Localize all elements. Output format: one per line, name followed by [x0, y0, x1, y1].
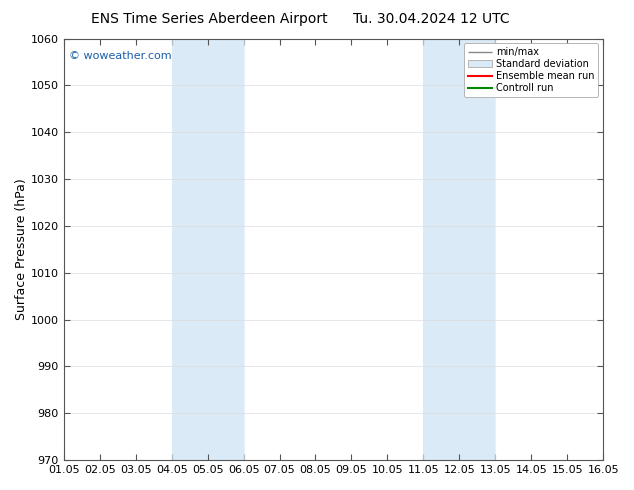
Text: © woweather.com: © woweather.com — [69, 51, 172, 61]
Bar — [424, 39, 495, 460]
Legend: min/max, Standard deviation, Ensemble mean run, Controll run: min/max, Standard deviation, Ensemble me… — [464, 44, 598, 97]
Y-axis label: Surface Pressure (hPa): Surface Pressure (hPa) — [15, 178, 28, 320]
Bar — [172, 39, 243, 460]
Text: Tu. 30.04.2024 12 UTC: Tu. 30.04.2024 12 UTC — [353, 12, 510, 26]
Text: ENS Time Series Aberdeen Airport: ENS Time Series Aberdeen Airport — [91, 12, 328, 26]
